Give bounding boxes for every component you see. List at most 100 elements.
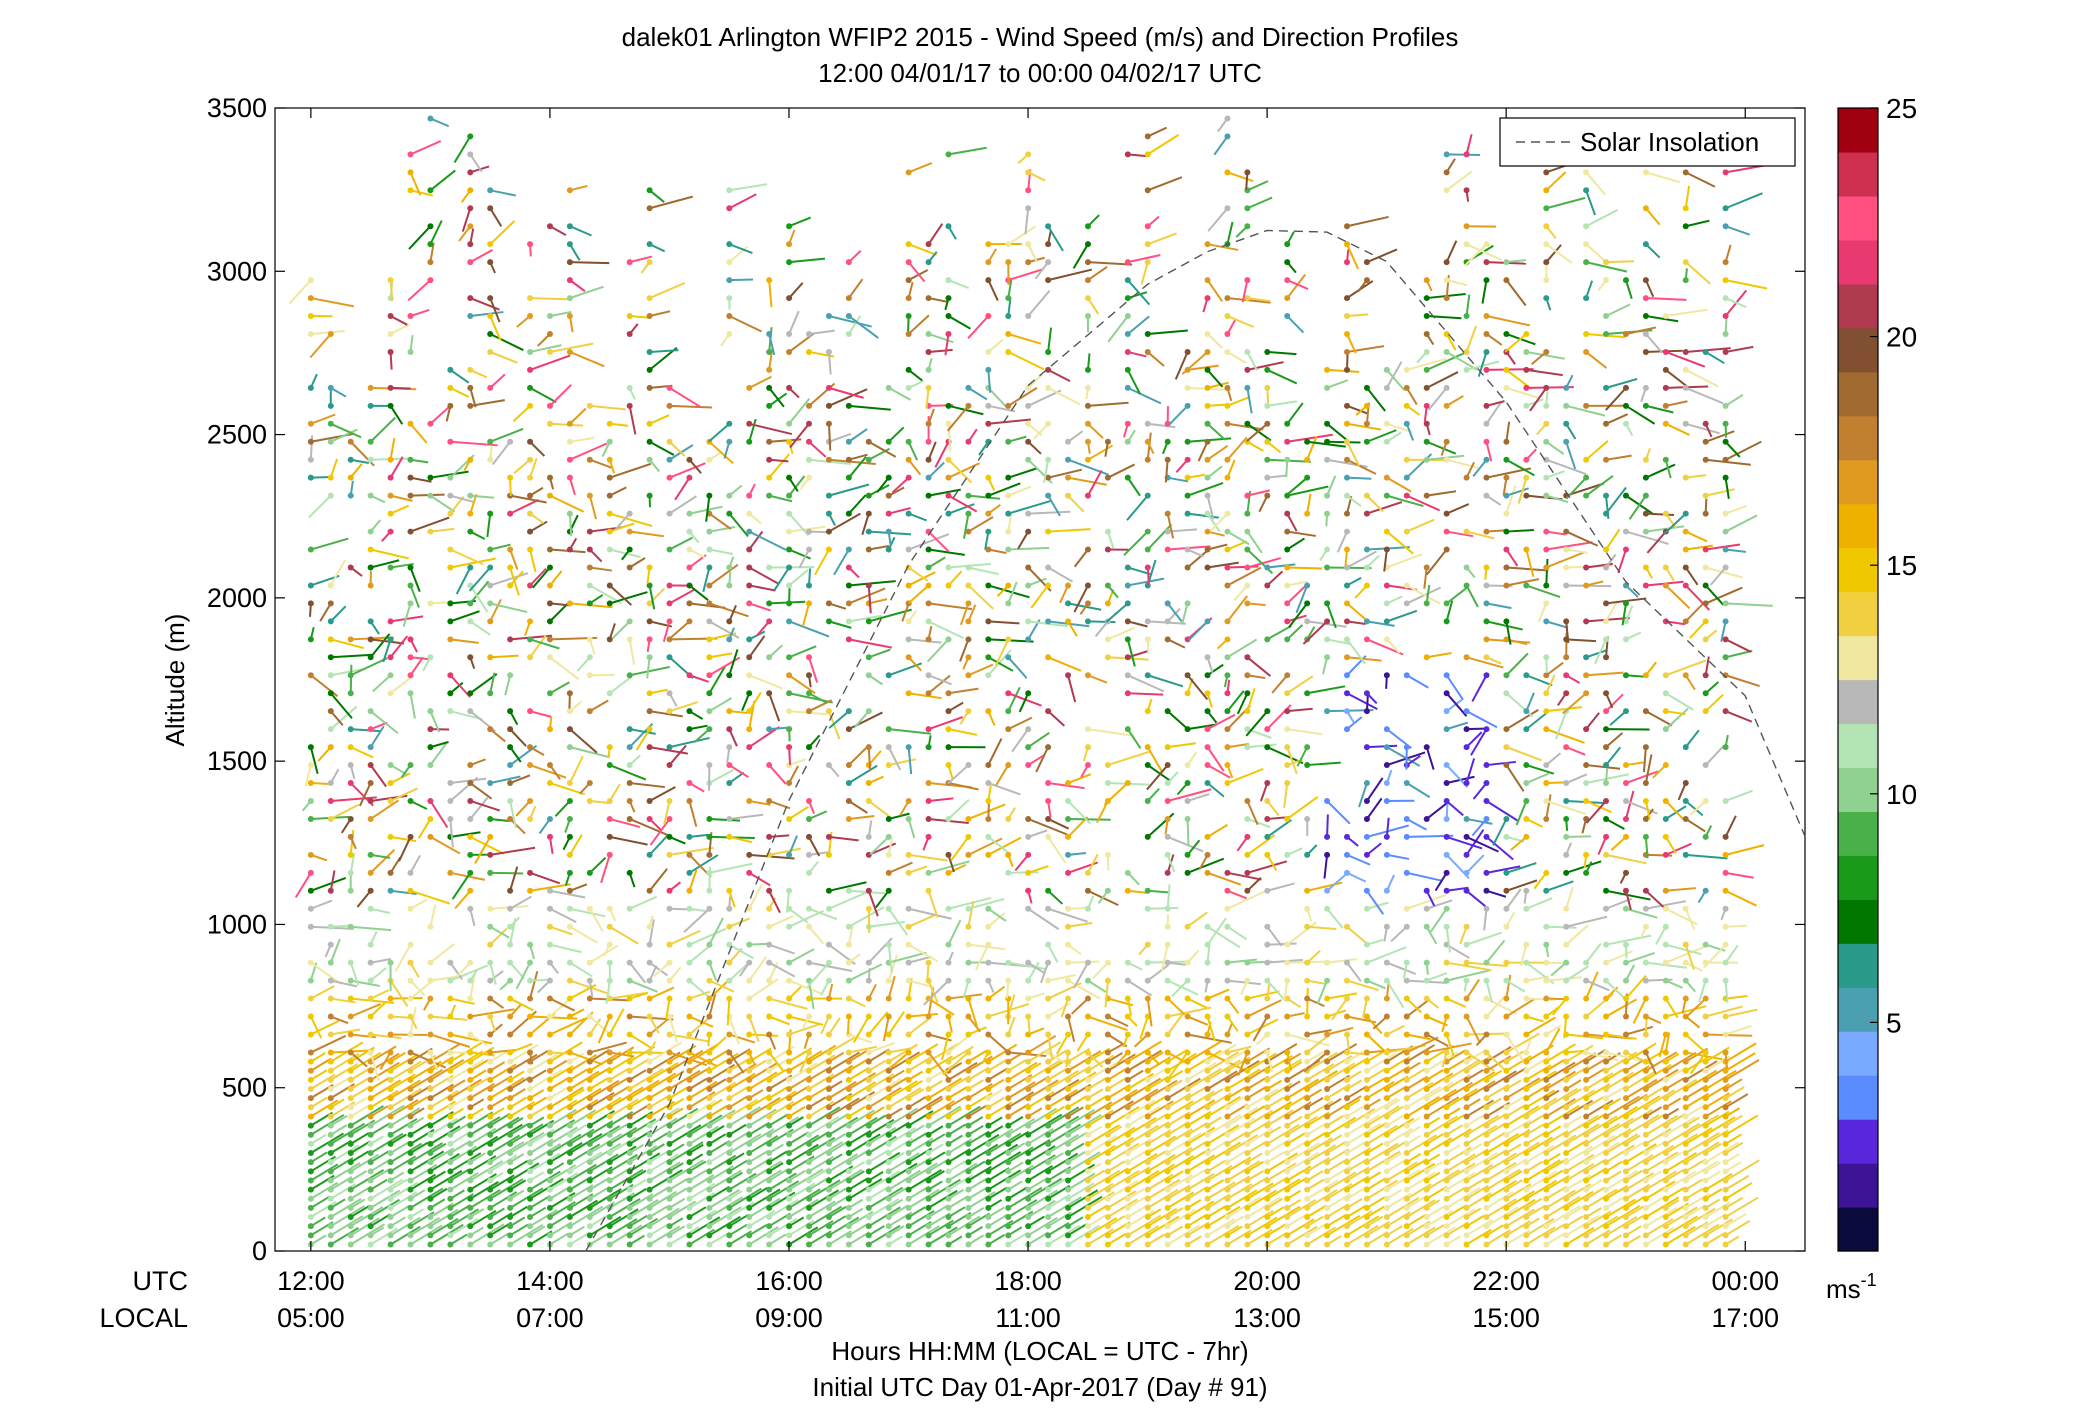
- wind-barb-dot: [806, 923, 813, 930]
- wind-barb-dot: [965, 977, 972, 984]
- wind-barb-dot: [566, 1031, 573, 1038]
- wind-barb-dot: [1204, 1214, 1211, 1221]
- wind-barb-shaft: [788, 620, 830, 638]
- wind-barb-dot: [1005, 1223, 1012, 1230]
- wind-barb-dot: [746, 1076, 753, 1083]
- wind-barb-shaft: [1127, 1214, 1162, 1237]
- wind-barb-shaft: [1167, 638, 1186, 649]
- wind-barb-shaft: [1147, 1207, 1178, 1228]
- wind-barb-shaft: [429, 1042, 461, 1063]
- wind-barb-dot: [865, 618, 872, 625]
- wind-barb-shaft: [1246, 1018, 1279, 1036]
- wind-barb-dot: [845, 295, 852, 302]
- wind-barb-dot: [527, 708, 534, 715]
- wind-barb-dot: [407, 187, 414, 194]
- wind-barb-dot: [666, 977, 673, 984]
- wind-barb-dot: [527, 366, 534, 373]
- wind-barb-shaft: [1206, 746, 1225, 772]
- wind-barb-dot: [487, 959, 494, 966]
- wind-barb-shaft: [768, 333, 776, 356]
- wind-barb-dot: [706, 887, 713, 894]
- wind-barb-dot: [1184, 348, 1191, 355]
- wind-barb-dot: [367, 887, 374, 894]
- wind-barb-dot: [566, 833, 573, 840]
- wind-barb-shaft: [768, 961, 796, 978]
- wind-barb-dot: [746, 1131, 753, 1138]
- wind-barb-dot: [586, 1168, 593, 1175]
- wind-barb-dot: [786, 744, 793, 751]
- wind-barb-shaft: [669, 620, 691, 639]
- wind-barb-dot: [1144, 223, 1151, 230]
- wind-barb-dot: [746, 1140, 753, 1147]
- wind-barb-shaft: [708, 1105, 728, 1118]
- wind-barb-dot: [467, 995, 474, 1002]
- wind-barb-shaft: [469, 1189, 501, 1209]
- wind-barb-shaft: [649, 786, 676, 802]
- wind-barb-shaft: [1007, 1016, 1016, 1035]
- wind-barb-shaft: [1147, 232, 1177, 246]
- wind-barb-shaft: [808, 1179, 841, 1200]
- wind-barb-dot: [626, 797, 633, 804]
- wind-barb-dot: [806, 905, 813, 912]
- wind-barb-shaft: [330, 1162, 361, 1182]
- wind-barb-dot: [806, 1013, 813, 1020]
- wind-barb-dot: [1184, 456, 1191, 463]
- wind-barb-dot: [467, 1168, 474, 1175]
- wind-barb-shaft: [888, 1121, 910, 1136]
- wind-barb-dot: [387, 995, 394, 1002]
- wind-barb-dot: [447, 797, 454, 804]
- wind-barb-shaft: [887, 1011, 905, 1036]
- wind-barb-dot: [307, 887, 314, 894]
- wind-barb-shaft: [928, 1226, 958, 1246]
- wind-barb-shaft: [1246, 1086, 1267, 1100]
- wind-barb-shaft: [389, 677, 412, 695]
- wind-barb-dot: [806, 1177, 813, 1184]
- wind-barb-shaft: [1087, 1204, 1108, 1218]
- wind-barb-dot: [1124, 259, 1131, 266]
- wind-barb-shaft: [1226, 530, 1250, 546]
- wind-barb-shaft: [310, 329, 345, 335]
- wind-barb-shaft: [509, 1187, 544, 1209]
- wind-barb-shaft: [390, 889, 417, 896]
- wind-barb-dot: [1065, 1104, 1072, 1111]
- wind-barb-shaft: [549, 1142, 583, 1164]
- wind-barb-dot: [1065, 492, 1072, 499]
- wind-barb-shaft: [1027, 1164, 1054, 1182]
- wind-barb-dot: [1025, 259, 1032, 266]
- wind-barb-dot: [925, 1186, 932, 1193]
- wind-barb-dot: [1124, 1095, 1131, 1102]
- wind-barb-dot: [1005, 1113, 1012, 1120]
- wind-barb-dot: [1124, 869, 1131, 876]
- wind-barb-shaft: [609, 1153, 638, 1173]
- wind-barb-dot: [646, 726, 653, 733]
- wind-barb-dot: [965, 1049, 972, 1056]
- wind-barb-shaft: [947, 764, 970, 785]
- wind-barb-dot: [407, 1122, 414, 1129]
- wind-barb-dot: [726, 672, 733, 679]
- wind-barb-dot: [1244, 1031, 1251, 1038]
- wind-barb-shaft: [1087, 1051, 1104, 1068]
- wind-barb-dot: [786, 223, 793, 230]
- wind-barb-dot: [825, 1177, 832, 1184]
- wind-barb-dot: [1065, 1214, 1072, 1221]
- wind-barb-dot: [1104, 780, 1111, 787]
- wind-barb-dot: [387, 1067, 394, 1074]
- wind-barb-shaft: [390, 1133, 407, 1145]
- wind-barb-dot: [865, 995, 872, 1002]
- wind-barb-dot: [825, 1076, 832, 1083]
- wind-barb-dot: [487, 1232, 494, 1239]
- wind-barb-dot: [387, 1058, 394, 1065]
- wind-barb-dot: [1244, 1214, 1251, 1221]
- wind-barb-dot: [1164, 869, 1171, 876]
- wind-barb-dot: [586, 1204, 593, 1211]
- wind-barb-shaft: [768, 1217, 798, 1237]
- wind-barb-shaft: [808, 441, 827, 458]
- wind-barb-shaft: [469, 974, 476, 999]
- wind-barb-dot: [985, 402, 992, 409]
- wind-barb-dot: [925, 582, 932, 589]
- wind-barb-shaft: [1226, 459, 1236, 479]
- wind-barb-shaft: [1127, 1049, 1162, 1072]
- wind-barb-dot: [786, 1031, 793, 1038]
- wind-barb-shaft: [469, 580, 490, 605]
- wind-barb-dot: [945, 762, 952, 769]
